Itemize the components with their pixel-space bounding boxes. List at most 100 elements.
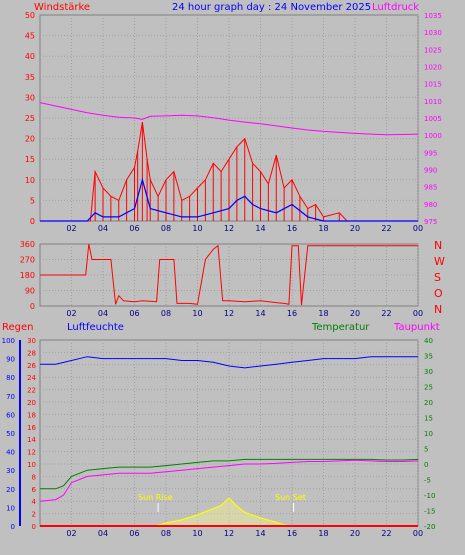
x-tick-label: 16 [287, 529, 297, 538]
x-tick-label: 08 [161, 224, 171, 233]
direction-tick-label: 270 [20, 256, 35, 265]
x-tick-label: 18 [318, 529, 328, 538]
temperature-tick-label: -10 [424, 492, 435, 500]
left-tick-label: 5 [30, 196, 35, 205]
luftfeuchte-label: Luftfeuchte [67, 322, 124, 333]
rain-tick-label: 30 [27, 337, 36, 345]
temperature-tick-label: -5 [424, 477, 431, 485]
direction-label-n-bottom: N [434, 303, 442, 316]
x-tick-label: 02 [66, 309, 76, 318]
temperature-tick-label: 0 [424, 461, 428, 469]
left-axis-title: Windstärke [34, 2, 90, 13]
right-tick-label: 1030 [424, 29, 442, 37]
x-tick-label: 06 [129, 224, 139, 233]
rain-tick-label: 2 [32, 511, 36, 519]
rain-tick-label: 4 [32, 498, 37, 506]
humidity-tick-label: 50 [6, 430, 15, 438]
temperature-tick-label: -20 [424, 523, 435, 531]
right-tick-label: 975 [424, 218, 437, 226]
rain-tick-label: 20 [27, 399, 36, 407]
direction-label-w: W [434, 255, 445, 268]
x-tick-label: 00 [413, 309, 423, 318]
humidity-tick-label: 90 [6, 356, 15, 364]
direction-label-n-top: N [434, 239, 442, 252]
regen-label: Regen [2, 322, 34, 333]
sunset-label: Sun Set [275, 493, 306, 502]
x-tick-label: 18 [318, 309, 328, 318]
right-tick-label: 1005 [424, 115, 442, 123]
rain-tick-label: 26 [27, 362, 36, 370]
x-tick-label: 14 [255, 224, 265, 233]
temperature-tick-label: 30 [424, 368, 433, 376]
wind-speed-line [40, 122, 418, 222]
x-tick-label: 22 [381, 224, 391, 233]
left-tick-label: 10 [25, 176, 35, 185]
left-tick-label: 20 [25, 135, 35, 144]
right-tick-label: 990 [424, 167, 437, 175]
x-tick-label: 12 [224, 309, 234, 318]
x-tick-label: 10 [192, 309, 202, 318]
x-tick-label: 16 [287, 224, 297, 233]
humidity-tick-label: 40 [6, 449, 15, 457]
direction-label-s: S [434, 271, 441, 284]
humidity-tick-label: 60 [6, 411, 15, 419]
grid-bottom [40, 340, 419, 526]
rain-tick-label: 24 [27, 374, 36, 382]
left-tick-label: 15 [25, 155, 35, 164]
left-tick-label: 25 [25, 114, 35, 123]
chart-title: 24 hour graph day : 24 November 2025 [172, 2, 371, 13]
rain-tick-label: 12 [27, 449, 36, 457]
chart-marks [19, 102, 419, 527]
temperature-line [40, 458, 419, 490]
temperature-tick-label: 35 [424, 353, 433, 361]
x-tick-label: 02 [66, 529, 76, 538]
x-tick-label: 06 [129, 529, 139, 538]
right-axis-title: Luftdruck [372, 2, 419, 13]
x-tick-label: 14 [255, 529, 265, 538]
temperature-tick-label: 25 [424, 384, 433, 392]
left-tick-label: 50 [25, 11, 35, 20]
x-tick-label: 16 [287, 309, 297, 318]
right-tick-label: 985 [424, 184, 437, 192]
wind-average-line [40, 177, 418, 222]
x-tick-label: 10 [192, 529, 202, 538]
x-tick-label: 12 [224, 529, 234, 538]
temperatur-label: Temperatur [311, 322, 370, 333]
humidity-tick-label: 100 [2, 337, 15, 345]
rain-tick-label: 18 [27, 411, 36, 419]
temperature-tick-label: 5 [424, 446, 428, 454]
x-tick-label: 18 [318, 224, 328, 233]
solar-area [155, 498, 292, 526]
left-tick-label: 40 [25, 52, 35, 61]
left-tick-label: 45 [25, 32, 35, 41]
dewpoint-line [39, 459, 419, 502]
x-tick-label: 22 [381, 529, 391, 538]
taupunkt-label: Taupunkt [393, 322, 440, 333]
rain-tick-label: 16 [27, 424, 36, 432]
temperature-tick-label: 10 [424, 430, 433, 438]
humidity-tick-label: 0 [11, 523, 15, 531]
temperature-tick-label: -15 [424, 508, 435, 516]
sunrise-label: Sun Rise [138, 493, 173, 502]
rain-tick-label: 10 [27, 461, 36, 469]
temperature-tick-label: 40 [424, 337, 433, 345]
x-tick-label: 06 [129, 309, 139, 318]
left-tick-label: 30 [25, 93, 35, 102]
right-tick-label: 1020 [424, 64, 442, 72]
rain-tick-label: 28 [27, 349, 36, 357]
rain-tick-label: 8 [32, 473, 36, 481]
solar-line [154, 497, 293, 527]
x-tick-label: 08 [161, 309, 171, 318]
right-tick-label: 1025 [424, 46, 442, 54]
direction-tick-label: 180 [20, 271, 35, 280]
left-tick-label: 0 [30, 217, 35, 226]
direction-tick-label: 0 [30, 302, 35, 311]
humidity-tick-label: 10 [6, 504, 15, 512]
left-tick-label: 35 [25, 73, 35, 82]
humidity-line [40, 356, 418, 369]
x-tick-label: 00 [413, 529, 423, 538]
rain-tick-label: 14 [27, 436, 36, 444]
direction-label-o: O [434, 287, 443, 300]
